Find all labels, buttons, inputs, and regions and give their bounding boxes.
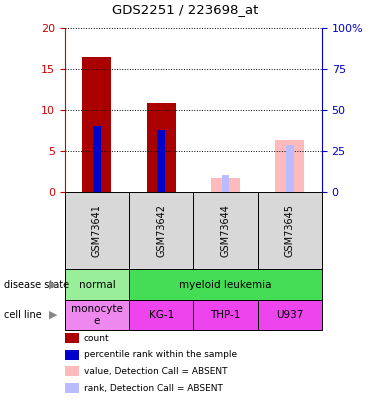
- Text: myeloid leukemia: myeloid leukemia: [179, 279, 272, 290]
- Bar: [258, 192, 322, 269]
- Text: rank, Detection Call = ABSENT: rank, Detection Call = ABSENT: [84, 384, 223, 392]
- Text: disease state: disease state: [4, 279, 69, 290]
- Bar: [157, 130, 165, 192]
- Bar: [65, 192, 129, 269]
- Text: ▶: ▶: [49, 279, 57, 290]
- Bar: [222, 175, 229, 192]
- Bar: [65, 300, 129, 330]
- Text: GSM73645: GSM73645: [285, 205, 295, 257]
- Text: normal: normal: [78, 279, 115, 290]
- Text: GSM73644: GSM73644: [221, 205, 231, 257]
- Bar: [211, 178, 240, 192]
- Text: monocyte
e: monocyte e: [71, 304, 123, 326]
- Text: percentile rank within the sample: percentile rank within the sample: [84, 350, 237, 359]
- Bar: [193, 300, 258, 330]
- Bar: [83, 57, 111, 192]
- Bar: [129, 269, 322, 300]
- Text: GSM73641: GSM73641: [92, 205, 102, 257]
- Text: value, Detection Call = ABSENT: value, Detection Call = ABSENT: [84, 367, 228, 376]
- Bar: [193, 192, 258, 269]
- Bar: [258, 300, 322, 330]
- Bar: [147, 103, 176, 192]
- Bar: [129, 192, 193, 269]
- Bar: [275, 140, 304, 192]
- Bar: [65, 269, 129, 300]
- Text: U937: U937: [276, 310, 303, 320]
- Bar: [93, 126, 101, 192]
- Bar: [129, 300, 193, 330]
- Text: GDS2251 / 223698_at: GDS2251 / 223698_at: [112, 3, 258, 16]
- Text: GSM73642: GSM73642: [156, 205, 166, 257]
- Bar: [286, 145, 294, 192]
- Text: KG-1: KG-1: [149, 310, 174, 320]
- Text: cell line: cell line: [4, 310, 41, 320]
- Text: THP-1: THP-1: [210, 310, 240, 320]
- Text: ▶: ▶: [49, 310, 57, 320]
- Text: count: count: [84, 334, 110, 343]
